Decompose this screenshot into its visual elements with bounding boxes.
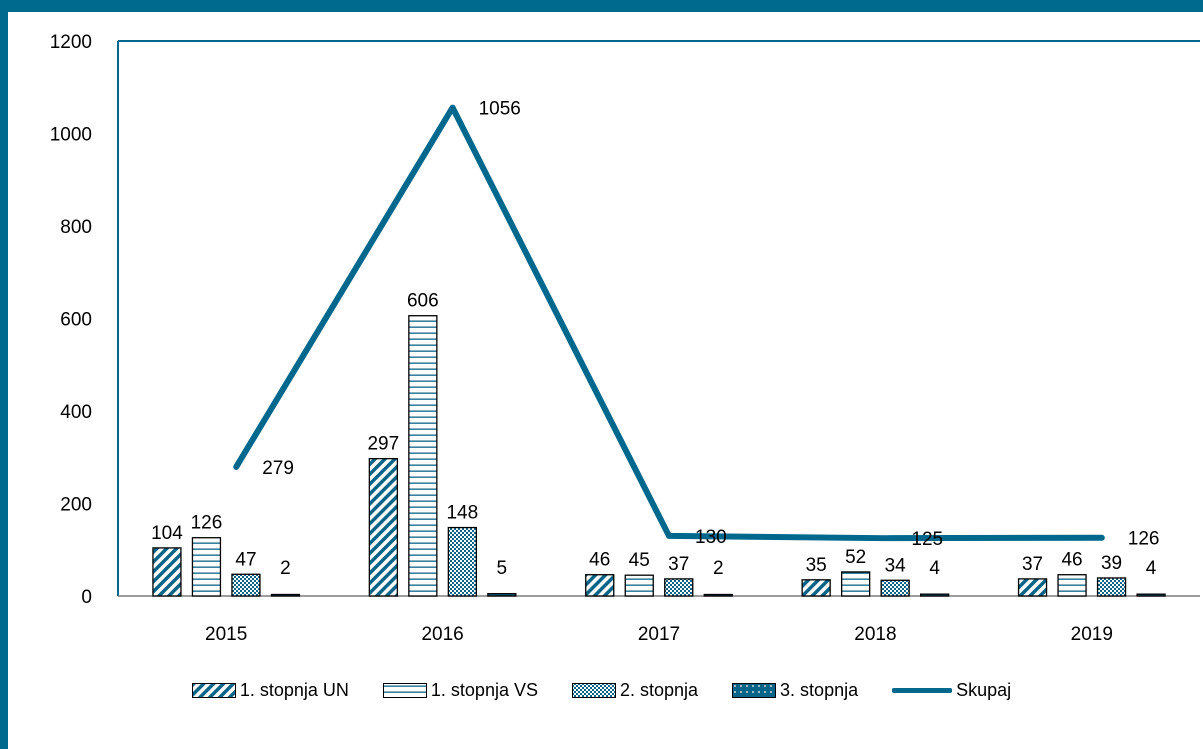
data-label: 47 xyxy=(235,549,256,570)
line-data-label: 279 xyxy=(262,458,294,479)
legend-item-skupaj: Skupaj xyxy=(892,680,1011,701)
bar xyxy=(368,457,399,597)
bar xyxy=(1096,577,1127,597)
data-label: 34 xyxy=(885,555,907,576)
legend-label: 1. stopnja VS xyxy=(430,679,538,700)
bar xyxy=(191,537,222,597)
legend-swatch-horizontal xyxy=(382,682,427,698)
legend-item-1-stopnja-vs: 1. stopnja VS xyxy=(382,679,538,701)
bar xyxy=(231,573,261,597)
data-label: 46 xyxy=(1061,550,1082,571)
legend-label: 2. stopnja xyxy=(619,679,699,700)
y-tick-label: 200 xyxy=(60,495,92,516)
legend-swatch-line xyxy=(892,687,953,693)
line-data-label: 126 xyxy=(1128,529,1160,550)
data-label: 4 xyxy=(929,558,940,579)
data-label: 2 xyxy=(713,558,724,579)
data-label: 45 xyxy=(629,550,650,571)
x-tick-label: 2016 xyxy=(421,624,463,645)
x-tick-label: 2015 xyxy=(205,624,247,645)
legend-label: 1. stopnja UN xyxy=(239,679,349,700)
legend-swatch-checker xyxy=(571,682,616,698)
bar xyxy=(801,579,831,597)
bar xyxy=(880,579,910,597)
data-label: 37 xyxy=(1022,554,1043,575)
data-label: 104 xyxy=(151,523,183,544)
data-label: 606 xyxy=(407,291,439,312)
frame-left-border xyxy=(0,0,8,749)
line-series-skupaj xyxy=(233,104,1105,542)
legend-label: 3. stopnja xyxy=(780,679,859,700)
x-tick-label: 2017 xyxy=(638,624,680,645)
frame-top-border xyxy=(0,0,1203,12)
legend-item-1-stopnja-un: 1. stopnja UN xyxy=(191,679,349,701)
bar xyxy=(408,315,438,597)
data-label: 39 xyxy=(1101,553,1122,574)
legend: 1. stopnja UN 1. stopnja VS 2. stopnja 3… xyxy=(0,675,1203,705)
bar xyxy=(841,571,871,597)
y-tick-label: 800 xyxy=(60,217,92,238)
data-label: 4 xyxy=(1146,558,1157,579)
y-tick-label: 600 xyxy=(60,310,92,331)
bar xyxy=(664,578,694,597)
bar xyxy=(270,593,301,597)
bar xyxy=(1136,593,1166,597)
line-data-label: 125 xyxy=(911,529,943,550)
line-data-label: 1056 xyxy=(479,99,521,120)
bar xyxy=(447,526,478,597)
y-tick-label: 1000 xyxy=(50,125,92,146)
legend-swatch-diagonal xyxy=(191,682,236,698)
bar xyxy=(920,593,950,597)
x-tick-label: 2018 xyxy=(854,624,896,645)
data-label: 37 xyxy=(668,554,689,575)
bar xyxy=(585,574,615,597)
bar xyxy=(1017,578,1048,597)
data-label: 46 xyxy=(589,550,610,571)
bar xyxy=(624,574,654,597)
data-label: 52 xyxy=(845,547,866,568)
y-tick-label: 1200 xyxy=(50,32,92,53)
legend-item-3-stopnja: 3. stopnja xyxy=(732,680,858,701)
y-tick-label: 400 xyxy=(60,402,92,423)
legend-label: Skupaj xyxy=(956,679,1012,700)
data-label: 126 xyxy=(191,513,223,534)
bar xyxy=(487,593,517,597)
data-label: 297 xyxy=(367,434,399,455)
x-tick-label: 2019 xyxy=(1071,624,1113,645)
data-label: 35 xyxy=(806,555,827,576)
y-tick-label: 0 xyxy=(81,587,92,608)
bar xyxy=(703,593,733,597)
bar xyxy=(1057,574,1087,597)
data-label: 2 xyxy=(280,558,291,579)
data-label: 5 xyxy=(497,558,508,579)
line-data-label: 130 xyxy=(695,527,727,548)
legend-swatch-dots xyxy=(732,682,777,698)
bar xyxy=(152,547,182,597)
legend-item-2-stopnja: 2. stopnja xyxy=(571,679,699,701)
data-label: 148 xyxy=(446,503,478,524)
